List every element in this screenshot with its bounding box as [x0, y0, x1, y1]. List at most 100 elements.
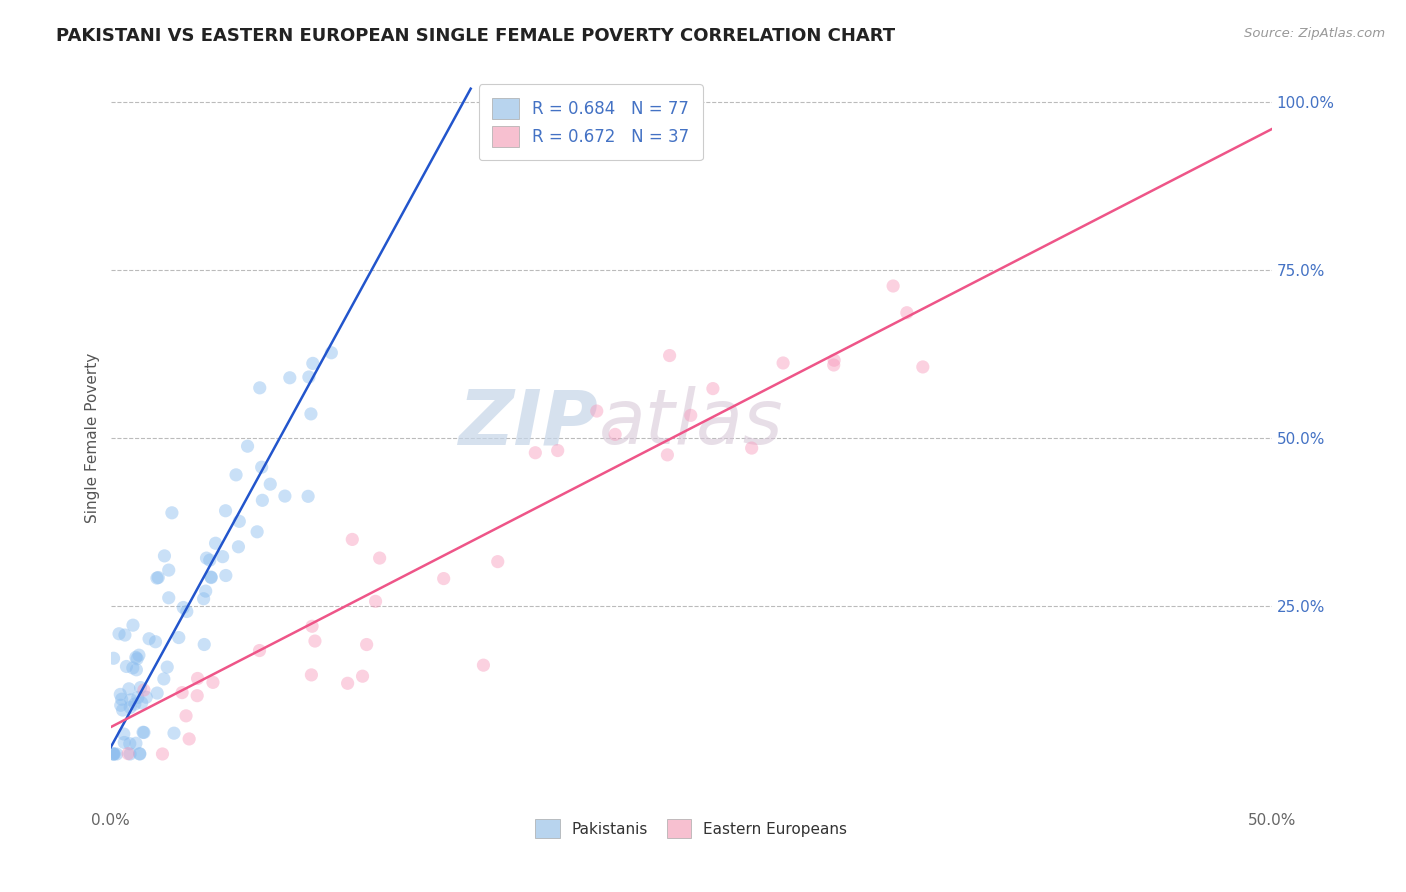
Point [297, 489, 319, 503]
Point [131, 696, 153, 710]
Point [160, 506, 183, 520]
Point [111, 692, 134, 706]
Point [259, 477, 281, 491]
Point [135, 690, 157, 705]
Point [111, 703, 134, 717]
Point [200, 570, 222, 584]
Point [118, 681, 141, 696]
Point [472, 658, 495, 673]
Point [120, 700, 142, 714]
Point [172, 685, 194, 699]
Point [132, 683, 155, 698]
Point [356, 638, 378, 652]
Point [605, 427, 627, 442]
Point [823, 358, 845, 372]
Point [298, 370, 321, 384]
Point [228, 540, 250, 554]
Point [163, 726, 186, 740]
Point [278, 371, 301, 385]
Y-axis label: Single Female Poverty: Single Female Poverty [86, 353, 100, 524]
Point [364, 594, 387, 608]
Point [252, 493, 274, 508]
Point [110, 687, 132, 701]
Point [114, 628, 136, 642]
Point [772, 356, 794, 370]
Point [304, 634, 326, 648]
Point [103, 651, 125, 665]
Point [250, 460, 273, 475]
Point [882, 279, 904, 293]
Point [115, 659, 138, 673]
Point [121, 661, 143, 675]
Point [125, 736, 148, 750]
Point [128, 747, 150, 761]
Point [352, 669, 374, 683]
Point [187, 672, 209, 686]
Point [157, 563, 180, 577]
Point [125, 663, 148, 677]
Point [152, 747, 174, 761]
Point [299, 407, 322, 421]
Point [201, 675, 224, 690]
Point [112, 735, 135, 749]
Point [200, 570, 222, 584]
Point [145, 634, 167, 648]
Text: PAKISTANI VS EASTERN EUROPEAN SINGLE FEMALE POVERTY CORRELATION CHART: PAKISTANI VS EASTERN EUROPEAN SINGLE FEM… [56, 27, 896, 45]
Point [524, 446, 547, 460]
Point [128, 747, 150, 761]
Point [125, 650, 148, 665]
Point [741, 441, 763, 455]
Point [299, 668, 322, 682]
Point [157, 591, 180, 605]
Point [174, 709, 197, 723]
Point [194, 584, 217, 599]
Text: atlas: atlas [599, 386, 783, 460]
Point [110, 698, 132, 713]
Point [585, 404, 607, 418]
Point [105, 747, 128, 761]
Point [153, 672, 176, 686]
Point [679, 409, 702, 423]
Point [336, 676, 359, 690]
Point [132, 725, 155, 739]
Point [129, 681, 152, 695]
Point [103, 747, 125, 761]
Point [246, 524, 269, 539]
Text: Source: ZipAtlas.com: Source: ZipAtlas.com [1244, 27, 1385, 40]
Point [658, 349, 681, 363]
Point [108, 626, 131, 640]
Point [911, 359, 934, 374]
Point [195, 551, 218, 566]
Point [193, 591, 215, 606]
Point [301, 356, 323, 370]
Point [702, 382, 724, 396]
Point [486, 555, 509, 569]
Point [148, 570, 170, 584]
Legend: Pakistanis, Eastern Europeans: Pakistanis, Eastern Europeans [529, 813, 853, 845]
Point [657, 448, 679, 462]
Point [146, 571, 169, 585]
Point [368, 551, 391, 566]
Point [118, 737, 141, 751]
Point [117, 747, 139, 761]
Point [127, 690, 149, 705]
Point [120, 693, 142, 707]
Text: ZIP: ZIP [458, 386, 599, 460]
Point [823, 353, 845, 368]
Point [236, 439, 259, 453]
Point [321, 345, 343, 359]
Point [249, 643, 271, 657]
Point [186, 689, 208, 703]
Point [172, 600, 194, 615]
Point [146, 686, 169, 700]
Point [342, 533, 364, 547]
Point [301, 619, 323, 633]
Point [249, 381, 271, 395]
Point [228, 514, 250, 528]
Point [101, 747, 124, 761]
Point [211, 549, 233, 564]
Point [198, 553, 221, 567]
Point [156, 660, 179, 674]
Point [128, 648, 150, 663]
Point [153, 549, 176, 563]
